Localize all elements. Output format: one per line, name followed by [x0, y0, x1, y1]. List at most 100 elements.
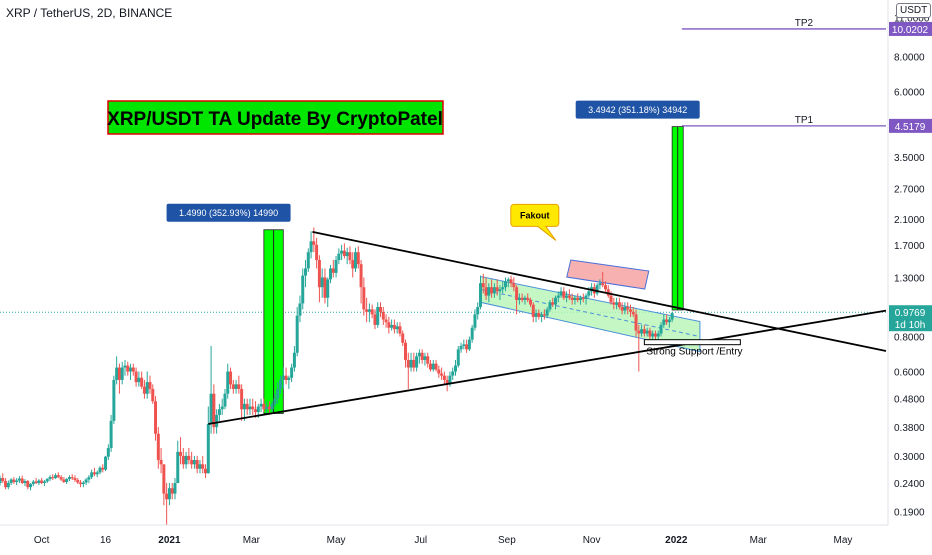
y-tick-label: 2.7000	[894, 185, 925, 196]
candle-body	[42, 481, 46, 484]
candle-body	[251, 406, 255, 410]
x-tick-label: Mar	[750, 535, 768, 546]
candle-body	[26, 481, 30, 488]
candle-body	[420, 352, 424, 360]
candle-body	[309, 241, 313, 253]
candle-body	[298, 303, 302, 316]
candle-body	[351, 260, 355, 269]
candle-body	[528, 300, 532, 305]
y-tick-label: 1.3000	[894, 273, 925, 284]
candle-body	[37, 480, 41, 484]
candle-body	[326, 279, 330, 298]
candle-body	[659, 324, 663, 334]
candle-body	[192, 460, 196, 465]
candle-body	[523, 297, 527, 301]
candle-body	[495, 287, 499, 292]
price-tag-countdown: 1d 10h	[895, 320, 926, 331]
candle-body	[384, 319, 388, 323]
candle-body	[617, 302, 621, 307]
y-tick-label: 0.1900	[894, 507, 925, 518]
candle-body	[195, 460, 199, 469]
candle-body	[379, 306, 383, 312]
candle-body	[376, 306, 380, 325]
candle-body	[170, 488, 174, 494]
candle-body	[137, 377, 141, 383]
candle-body	[481, 283, 485, 288]
candle-body	[226, 371, 230, 394]
candle-body	[315, 244, 319, 261]
candle-body	[445, 379, 449, 385]
candle-body	[290, 367, 294, 378]
price-tag-label: 10.0202	[892, 25, 929, 36]
currency-badge[interactable]: USDT	[896, 3, 932, 18]
candle-body	[406, 359, 410, 368]
candle-body	[670, 313, 674, 320]
candle-body	[240, 388, 244, 410]
candle-body	[348, 252, 352, 261]
candle-body	[179, 451, 183, 456]
x-tick-label: May	[327, 535, 346, 546]
candle-body	[92, 472, 96, 475]
candle-body	[45, 479, 49, 482]
candle-body	[90, 472, 94, 478]
candle-body	[648, 330, 652, 337]
candle-body	[109, 420, 113, 449]
candle-body	[567, 295, 571, 298]
candle-body	[9, 479, 13, 484]
candle-body	[451, 371, 455, 376]
candle-body	[65, 479, 69, 483]
candle-body	[345, 252, 349, 257]
candle-body	[223, 393, 227, 407]
candle-body	[276, 388, 280, 399]
candle-body	[1, 478, 5, 482]
candle-body	[637, 330, 641, 334]
candle-body	[542, 314, 546, 316]
candle-body	[612, 302, 616, 305]
candle-body	[551, 302, 555, 305]
candle-body	[476, 306, 480, 315]
candle-body	[4, 481, 8, 488]
candle-body	[409, 359, 413, 368]
candle-body	[267, 406, 271, 410]
x-tick-label: Sep	[498, 535, 516, 546]
candle-body	[115, 367, 119, 380]
candle-body	[84, 479, 88, 483]
candle-body	[565, 295, 569, 298]
candle-body	[501, 287, 505, 290]
fakeout-callout	[510, 203, 560, 241]
candle-body	[520, 297, 524, 301]
candle-body	[440, 373, 444, 376]
candle-body	[640, 329, 644, 334]
candle-body	[662, 319, 666, 325]
candle-body	[340, 250, 344, 254]
candle-body	[631, 311, 635, 315]
candle-body	[576, 297, 580, 301]
candle-body	[615, 302, 619, 305]
candle-body	[470, 327, 474, 340]
candle-body	[356, 252, 360, 265]
candle-body	[401, 333, 405, 343]
x-tick-label: 16	[100, 535, 112, 546]
candle-body	[254, 409, 258, 413]
candle-body	[320, 277, 324, 288]
candle-body	[17, 478, 21, 481]
candle-body	[184, 455, 188, 465]
x-tick-label: Nov	[583, 535, 601, 546]
candle-body	[373, 314, 377, 325]
measure-label-box-2	[575, 100, 700, 119]
candle-body	[620, 306, 624, 311]
candle-body	[337, 253, 341, 261]
candle-body	[587, 291, 591, 296]
y-tick-label: 0.4800	[894, 395, 925, 406]
candle-body	[553, 297, 557, 305]
candle-body	[581, 297, 585, 299]
candle-body	[301, 275, 305, 304]
candle-body	[665, 319, 669, 323]
candle-body	[126, 365, 130, 372]
x-tick-label: 2022	[665, 535, 688, 546]
x-tick-label: 2021	[158, 535, 181, 546]
fakeout-box	[566, 259, 650, 290]
y-tick-label: 6.0000	[894, 87, 925, 98]
